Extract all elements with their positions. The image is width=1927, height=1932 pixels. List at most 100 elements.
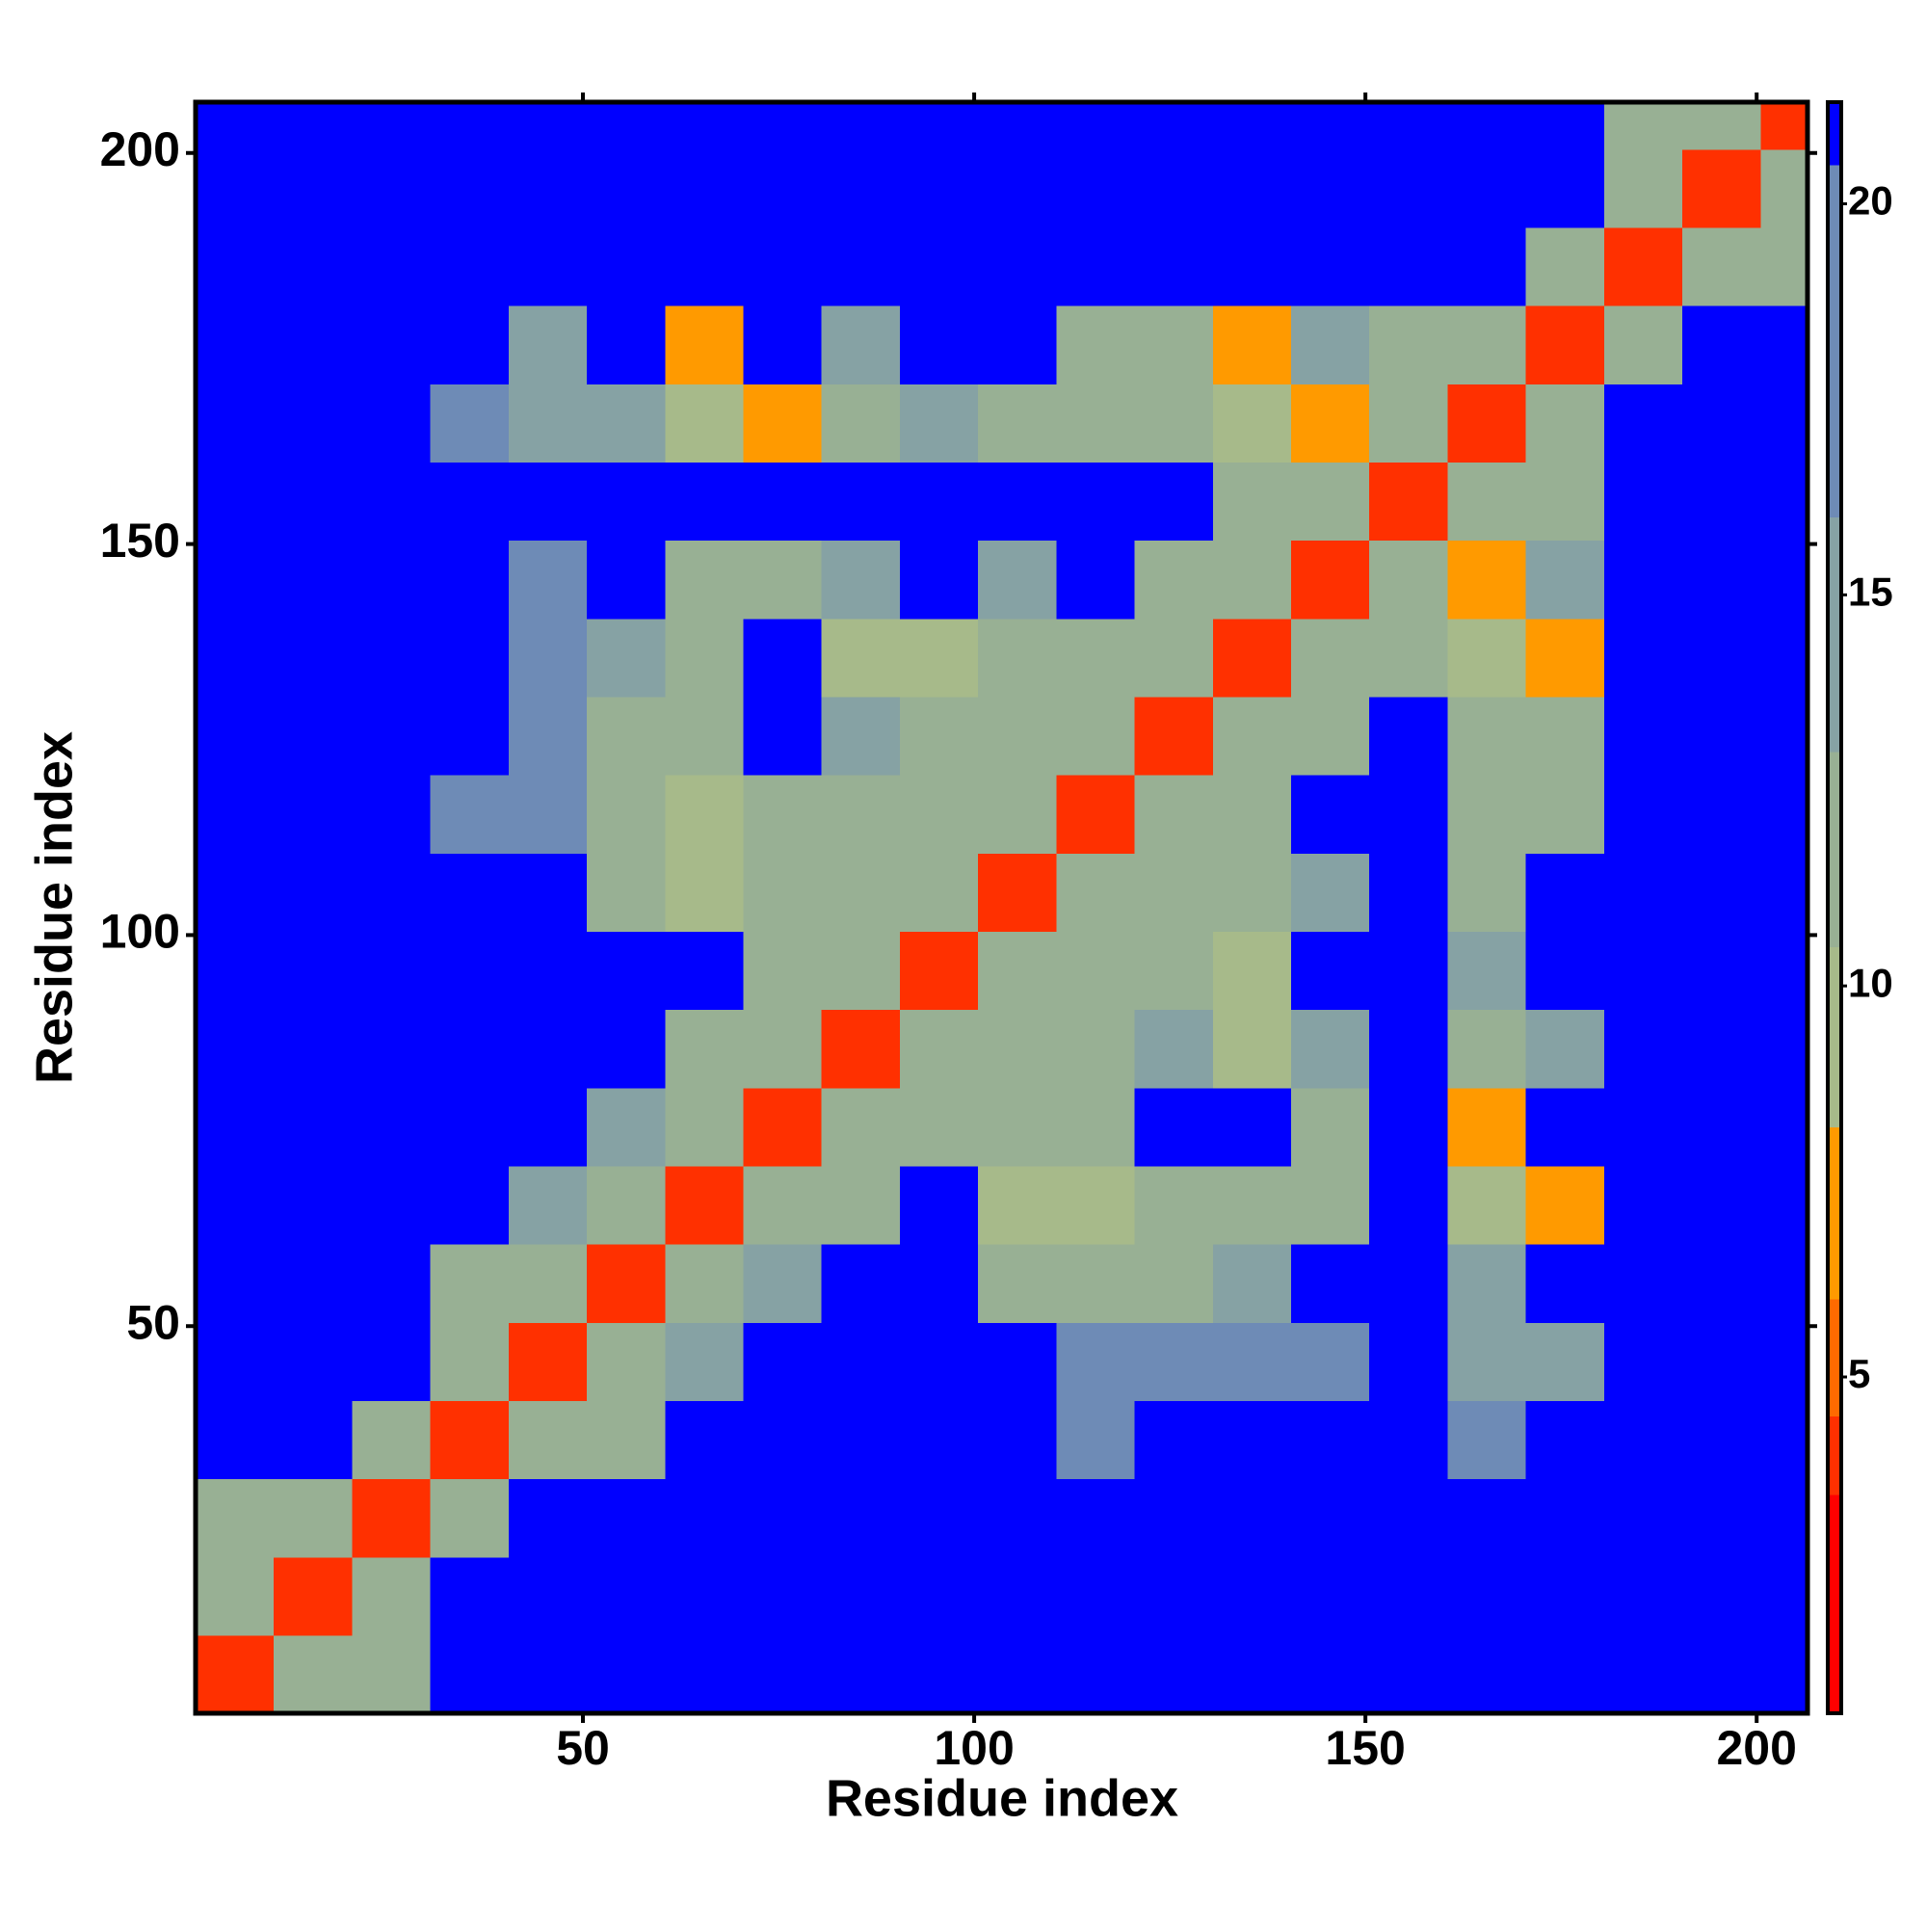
cell	[978, 775, 1057, 854]
cell	[665, 931, 745, 1011]
cell	[587, 618, 666, 698]
cell	[1447, 384, 1527, 463]
cell	[1369, 931, 1449, 1011]
cell	[821, 102, 901, 150]
cell	[1603, 384, 1683, 463]
cell	[274, 102, 354, 150]
y-tick-label: 100	[100, 905, 180, 959]
cell	[1134, 462, 1214, 542]
cell	[352, 1400, 432, 1480]
cell	[821, 1634, 901, 1714]
cell	[1369, 1087, 1449, 1167]
cell	[587, 305, 666, 384]
cell	[1212, 226, 1292, 306]
cell	[743, 1400, 823, 1480]
cell	[1525, 305, 1605, 384]
colorbar-band	[1828, 1126, 1841, 1300]
cell	[274, 853, 354, 932]
cell	[1290, 775, 1370, 854]
cell	[821, 540, 901, 620]
colorbar-tick-label: 5	[1848, 1351, 1870, 1396]
colorbar-band	[1828, 1416, 1841, 1495]
cell	[508, 696, 588, 776]
x-tick-label: 200	[1716, 1721, 1796, 1775]
cell	[508, 1322, 588, 1401]
cell	[352, 305, 432, 384]
cell	[1290, 1556, 1370, 1636]
cell	[196, 696, 275, 776]
cell	[1525, 1244, 1605, 1323]
cell	[1760, 931, 1808, 1011]
cell	[743, 1009, 823, 1089]
cell	[1369, 1165, 1449, 1245]
cell	[899, 1244, 979, 1323]
cell	[1369, 618, 1449, 698]
cell	[352, 1322, 432, 1401]
cell	[1760, 305, 1808, 384]
cell	[1134, 1165, 1214, 1245]
y-tick-label: 150	[100, 514, 180, 568]
cell	[743, 1165, 823, 1245]
cell	[665, 1009, 745, 1089]
cell	[1369, 384, 1449, 463]
cell	[665, 226, 745, 306]
cell	[821, 1478, 901, 1558]
cell	[665, 775, 745, 854]
cell	[1369, 1556, 1449, 1636]
cell	[978, 1009, 1057, 1089]
cell	[743, 1478, 823, 1558]
cell	[587, 1478, 666, 1558]
cell	[899, 384, 979, 463]
cell	[508, 931, 588, 1011]
cell	[1056, 775, 1136, 854]
cell	[508, 148, 588, 228]
cell	[821, 305, 901, 384]
cell	[352, 540, 432, 620]
cell	[1290, 1087, 1370, 1167]
cell	[430, 305, 510, 384]
cell	[352, 1634, 432, 1714]
cell	[1134, 384, 1214, 463]
cell	[978, 1556, 1057, 1636]
cell	[899, 1478, 979, 1558]
cell	[1056, 540, 1136, 620]
colorbar-band	[1828, 164, 1841, 517]
cell	[196, 1009, 275, 1089]
cell	[1603, 696, 1683, 776]
cell	[978, 853, 1057, 932]
cell	[1760, 384, 1808, 463]
cell	[1212, 462, 1292, 542]
cell	[743, 1634, 823, 1714]
cell	[1056, 1634, 1136, 1714]
cell	[1682, 1087, 1761, 1167]
cell	[899, 540, 979, 620]
cell	[665, 696, 745, 776]
cell	[1134, 226, 1214, 306]
cell	[1369, 540, 1449, 620]
cell	[196, 1478, 275, 1558]
cell	[1525, 618, 1605, 698]
cell	[1056, 1556, 1136, 1636]
cell	[1290, 384, 1370, 463]
cell	[743, 1244, 823, 1323]
cell	[1056, 1322, 1136, 1401]
cell	[1369, 1244, 1449, 1323]
colorbar-tick-label: 20	[1848, 178, 1893, 224]
cell	[508, 775, 588, 854]
cell	[1056, 696, 1136, 776]
cell	[508, 1478, 588, 1558]
cell	[899, 696, 979, 776]
x-axis-label: Residue index	[826, 1769, 1178, 1827]
cell	[196, 102, 275, 150]
cell	[1603, 1400, 1683, 1480]
cell	[196, 1634, 275, 1714]
cell	[196, 1400, 275, 1480]
cell	[665, 1087, 745, 1167]
cell	[899, 1087, 979, 1167]
cell	[743, 305, 823, 384]
cell	[430, 1556, 510, 1636]
cell	[1447, 1165, 1527, 1245]
cell	[1760, 1322, 1808, 1401]
